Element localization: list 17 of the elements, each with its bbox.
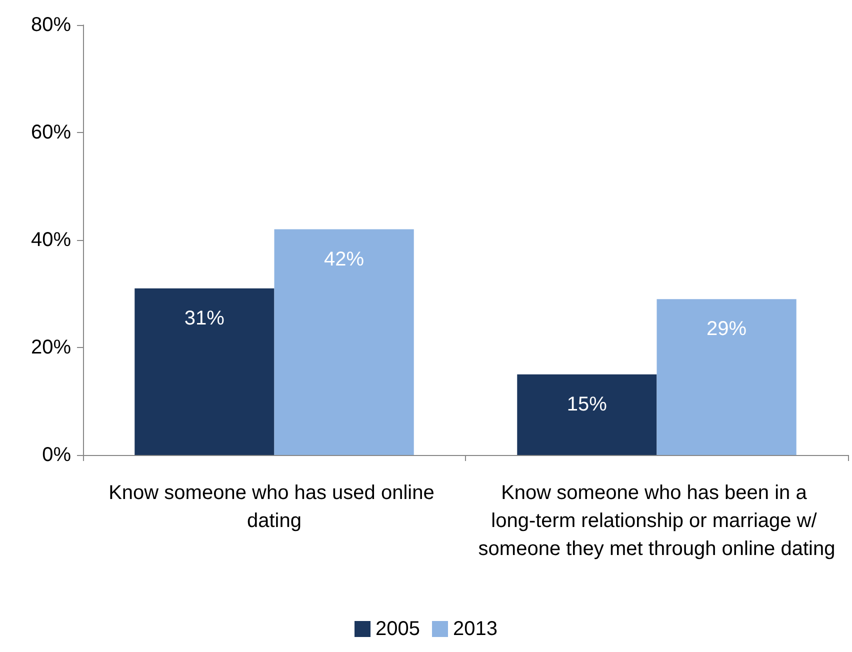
bar [656, 299, 796, 455]
legend-label: 2013 [453, 618, 498, 640]
y-tick-label: 0% [42, 444, 72, 466]
x-tick-label: Know someone who has used online dating [108, 482, 440, 532]
y-tick-label: 20% [30, 336, 72, 358]
y-tick-label: 60% [30, 122, 72, 144]
data-label: 42% [324, 248, 364, 270]
legend-label: 2005 [376, 618, 420, 640]
bar [274, 229, 414, 455]
y-tick-label: 40% [30, 229, 72, 251]
data-label: 31% [184, 307, 225, 330]
bar [134, 288, 274, 455]
x-tick-label: Know someone who has been in a long-term relationship or marriage w/ someone they met through online dating [478, 482, 836, 560]
bar [517, 374, 657, 455]
data-label: 15% [566, 393, 608, 416]
y-tick-label: 80% [30, 14, 72, 36]
data-label: 29% [706, 318, 747, 340]
